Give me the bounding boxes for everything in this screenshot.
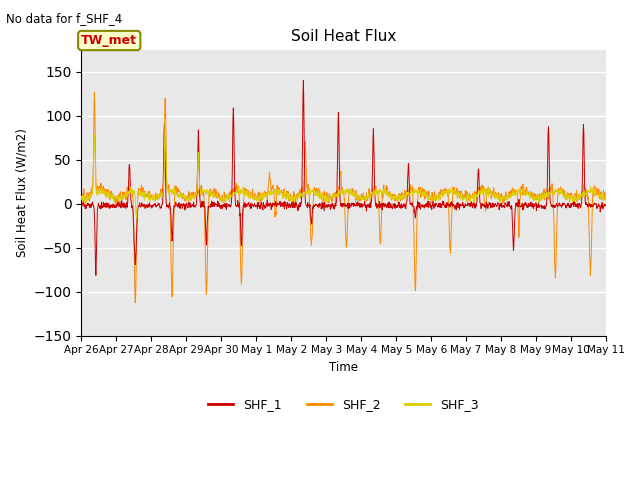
Legend: SHF_1, SHF_2, SHF_3: SHF_1, SHF_2, SHF_3 xyxy=(204,393,484,416)
X-axis label: Time: Time xyxy=(329,361,358,374)
Text: TW_met: TW_met xyxy=(81,34,137,47)
Y-axis label: Soil Heat Flux (W/m2): Soil Heat Flux (W/m2) xyxy=(15,128,28,257)
Text: No data for f_SHF_4: No data for f_SHF_4 xyxy=(6,12,123,25)
Title: Soil Heat Flux: Soil Heat Flux xyxy=(291,29,396,44)
